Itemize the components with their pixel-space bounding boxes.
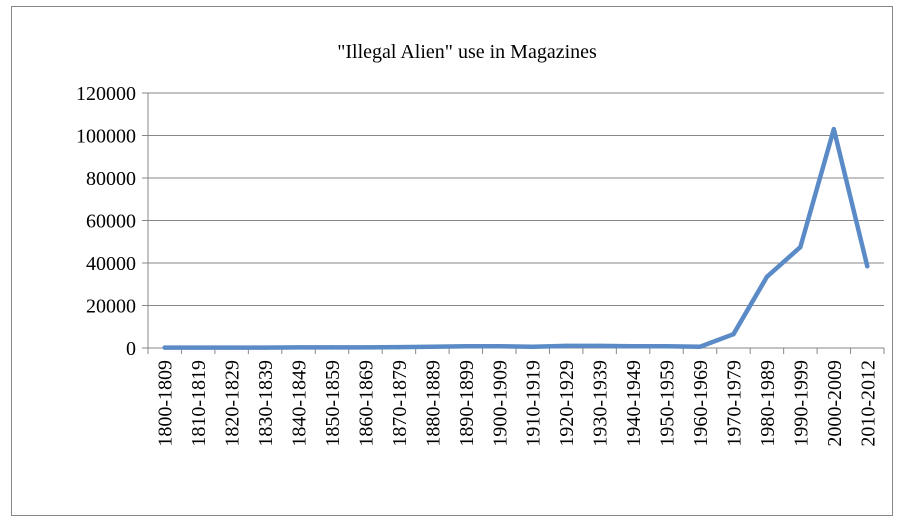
data-point bbox=[262, 345, 268, 350]
y-tick-label: 80000 bbox=[86, 168, 136, 190]
chart-title: "Illegal Alien" use in Magazines bbox=[337, 41, 597, 63]
series-line bbox=[162, 126, 870, 350]
data-point bbox=[563, 343, 569, 349]
x-tick-label: 1800-1809 bbox=[155, 360, 177, 447]
data-point bbox=[597, 343, 602, 349]
data-point bbox=[463, 344, 469, 349]
x-tick-label: 1830-1839 bbox=[255, 360, 277, 447]
data-point bbox=[697, 344, 703, 349]
x-tick-label: 2010-2012 bbox=[857, 360, 879, 447]
x-tick-label: 1870-1879 bbox=[389, 360, 411, 447]
x-tick-label: 1840-1849 bbox=[289, 360, 311, 447]
data-point bbox=[831, 126, 837, 132]
x-tick-label: 1990-1999 bbox=[790, 360, 812, 447]
data-point bbox=[396, 344, 402, 350]
x-tick-label: 1820-1829 bbox=[222, 360, 244, 447]
data-point bbox=[195, 345, 201, 350]
x-tick-label: 1900-1909 bbox=[489, 360, 511, 447]
data-point bbox=[664, 344, 669, 349]
data-point bbox=[296, 345, 301, 350]
line-chart: "Illegal Alien" use in Magazines 0 20000 4… bbox=[76, 41, 885, 447]
x-tick-label: 1810-1819 bbox=[188, 360, 210, 447]
chart-frame: "Illegal Alien" use in Magazines 0 20000 4… bbox=[11, 6, 893, 516]
x-tick-label: 1890-1899 bbox=[456, 360, 478, 447]
y-tick-label: 100000 bbox=[76, 126, 136, 148]
data-point bbox=[764, 274, 770, 280]
y-tick-label: 120000 bbox=[76, 83, 136, 105]
data-point bbox=[363, 345, 368, 350]
x-tick-label: 1950-1959 bbox=[657, 360, 679, 447]
data-point bbox=[731, 331, 736, 337]
x-tick-label: 1980-1989 bbox=[757, 360, 779, 447]
data-point bbox=[530, 344, 535, 349]
data-point bbox=[865, 263, 870, 269]
series-layer bbox=[162, 126, 870, 350]
y-tick-label: 40000 bbox=[86, 253, 136, 275]
x-tick-label: 2000-2009 bbox=[824, 360, 846, 447]
x-tick-label: 1850-1859 bbox=[322, 360, 344, 447]
x-tick-label: 1940-1949 bbox=[623, 360, 645, 447]
x-axis-tick-labels: 1800-1809 1810-1819 1820-1829 1830-1839 1840… bbox=[155, 360, 880, 447]
data-point bbox=[798, 244, 803, 250]
grid-lines bbox=[148, 92, 884, 306]
y-tick-label: 20000 bbox=[86, 296, 136, 318]
y-axis-tick-labels: 0 20000 40000 60000 80000 100000 120000 bbox=[76, 83, 136, 360]
x-tick-label: 1920-1929 bbox=[556, 360, 578, 447]
data-point bbox=[329, 345, 335, 350]
x-tick-label: 1880-1889 bbox=[422, 360, 444, 447]
data-point bbox=[229, 345, 234, 350]
x-tick-label: 1930-1939 bbox=[590, 360, 612, 447]
x-tick-label: 1910-1919 bbox=[523, 360, 545, 447]
data-point bbox=[497, 344, 502, 349]
x-tick-label: 1970-1979 bbox=[723, 360, 745, 447]
data-point bbox=[162, 345, 167, 350]
data-point bbox=[430, 344, 435, 349]
y-tick-label: 60000 bbox=[86, 211, 136, 233]
x-tick-label: 1860-1869 bbox=[355, 360, 377, 447]
x-tick-label: 1960-1969 bbox=[690, 360, 712, 447]
axes bbox=[142, 92, 885, 354]
y-tick-label: 0 bbox=[126, 338, 136, 360]
data-point bbox=[630, 344, 636, 349]
